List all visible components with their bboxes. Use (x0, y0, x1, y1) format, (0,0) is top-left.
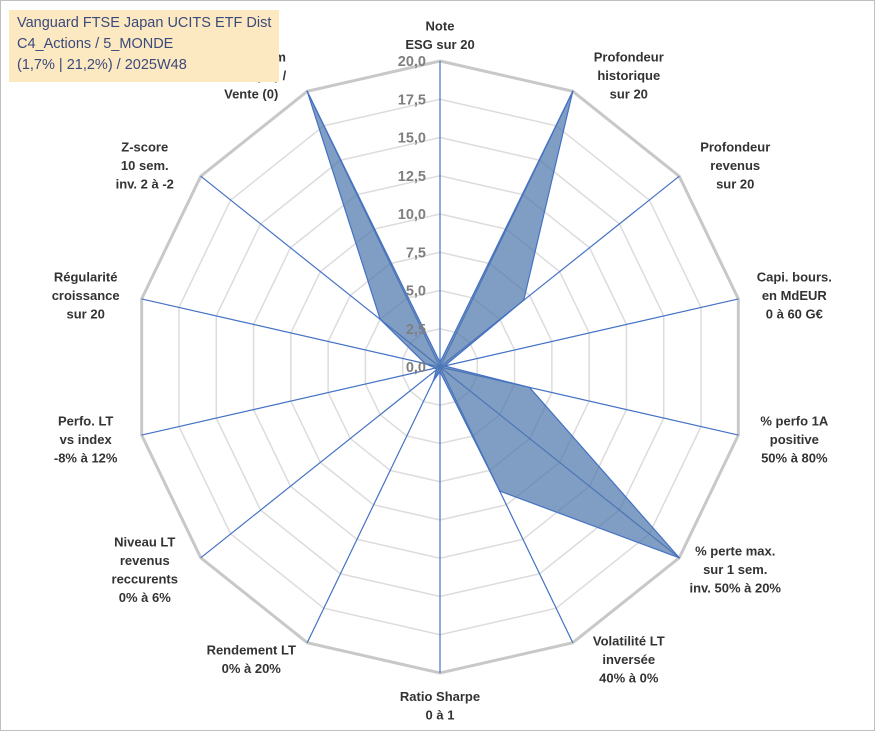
axis-label: Ratio Sharpe 0 à 1 (400, 689, 480, 723)
data-point (443, 365, 446, 367)
axis-label-line: inversée (602, 652, 655, 667)
data-point (439, 361, 441, 364)
axis-label-line: % perfo 1A (760, 414, 829, 429)
axis-spoke (141, 366, 441, 436)
data-point (435, 369, 438, 371)
axis-label-line: Capi. bours. (757, 269, 832, 284)
axis-label-line: Ratio Sharpe (400, 689, 480, 704)
axis-label-line: croissance (52, 288, 120, 303)
axis-label-line: Z-score (121, 139, 168, 154)
axis-label-line: ESG sur 20 (405, 37, 474, 52)
axis-label: Profondeur historique sur 20 (594, 50, 664, 102)
axis-spoke (200, 366, 441, 559)
tick-label: 0,0 (406, 360, 426, 376)
data-point (498, 490, 501, 492)
axis-label: Note ESG sur 20 (405, 19, 474, 53)
axis-label-line: 0% à 6% (119, 590, 171, 605)
axis-label-line: Volatilité LT (593, 633, 665, 648)
tick-labels: 0,0 2,5 5,0 7,5 10,0 12,5 15,0 17,5 20,0 (398, 54, 426, 376)
axis-label-line: Rendement LT (207, 643, 296, 658)
tick-label: 17,5 (398, 92, 426, 108)
axis-label: Volatilité LT inversée 40% à 0% (593, 633, 665, 685)
title-line-1: Vanguard FTSE Japan UCITS ETF Dist (17, 15, 272, 31)
axis-label-line: vs index (60, 432, 113, 447)
tick-label: 20,0 (398, 54, 426, 70)
tick-label: 7,5 (406, 245, 426, 261)
axis-label: Profondeur revenus sur 20 (700, 139, 770, 191)
axis-label: Z-score 10 sem. inv. 2 à -2 (116, 139, 174, 191)
title-box: Vanguard FTSE Japan UCITS ETF Dist C4_Ac… (9, 10, 279, 82)
data-point (678, 556, 681, 559)
axis-label: Niveau LT revenus reccurents 0% à 6% (112, 534, 178, 605)
tick-label: 2,5 (406, 322, 426, 338)
axis-label-line: sur 20 (67, 306, 105, 321)
tick-label: 12,5 (398, 169, 426, 185)
axis-label-line: -8% à 12% (54, 451, 118, 466)
axis-label-line: sur 20 (610, 87, 648, 102)
data-point (522, 299, 525, 302)
axis-label: Perfo. LT vs index -8% à 12% (54, 414, 118, 466)
axis-label-line: Note (426, 19, 455, 34)
axis-label: Capi. bours. en MdEUR 0 à 60 G€ (757, 269, 832, 321)
axis-label-line: Régularité (54, 269, 118, 284)
axis-label-line: % perte max. (695, 544, 775, 559)
tick-label: 10,0 (398, 207, 426, 223)
data-point (432, 379, 435, 382)
axis-label-line: 40% à 0% (599, 670, 659, 685)
tick-label: 5,0 (406, 284, 426, 300)
axis-label-line: Perfo. LT (58, 414, 113, 429)
axis-label-line: Vente (0) (224, 87, 278, 102)
axis-label-line: 50% à 80% (761, 451, 828, 466)
axis-spoke (306, 366, 441, 643)
series (306, 90, 681, 559)
axis-spoke (141, 298, 441, 368)
axis-label-line: sur 20 (716, 176, 754, 191)
axis-label-line: 10 sem. (121, 158, 169, 173)
axis-label-line: inv. 2 à -2 (116, 176, 174, 191)
axis-label-line: 0 à 60 G€ (766, 306, 823, 321)
axis-label: Régularité croissance sur 20 (52, 269, 120, 321)
title-line-2: C4_Actions / 5_MONDE (17, 36, 174, 52)
axis-spoke (439, 298, 739, 368)
tick-label: 15,0 (398, 131, 426, 147)
data-point (571, 90, 574, 93)
data-point (528, 386, 531, 389)
axis-label-line: reccurents (112, 571, 178, 586)
axis-label-line: 0 à 1 (426, 708, 455, 723)
axis-label-line: Niveau LT (114, 534, 175, 549)
axis-label: Rendement LT 0% à 20% (207, 643, 296, 677)
data-point (306, 90, 309, 93)
axis-label: % perfo 1A positive 50% à 80% (760, 414, 829, 466)
title-line-3: (1,7% | 21,2%) / 2025W48 (17, 57, 187, 73)
axis-label-line: sur 1 sem. (703, 562, 767, 577)
axis-label-line: historique (597, 68, 660, 83)
axis-label-line: Profondeur (594, 50, 664, 65)
axis-label-line: Profondeur (700, 139, 770, 154)
axis-label-line: 0% à 20% (222, 661, 282, 676)
data-point (424, 362, 426, 365)
data-point (434, 367, 437, 369)
axis-label-line: revenus (120, 553, 170, 568)
axis-label-line: revenus (710, 158, 760, 173)
axis-label-line: inv. 50% à 20% (689, 581, 781, 596)
axis-label-line: positive (770, 432, 819, 447)
axis-label: % perte max. sur 1 sem. inv. 50% à 20% (689, 544, 781, 596)
data-point (379, 318, 381, 321)
data-point (439, 370, 441, 373)
axis-label-line: en MdEUR (762, 288, 828, 303)
